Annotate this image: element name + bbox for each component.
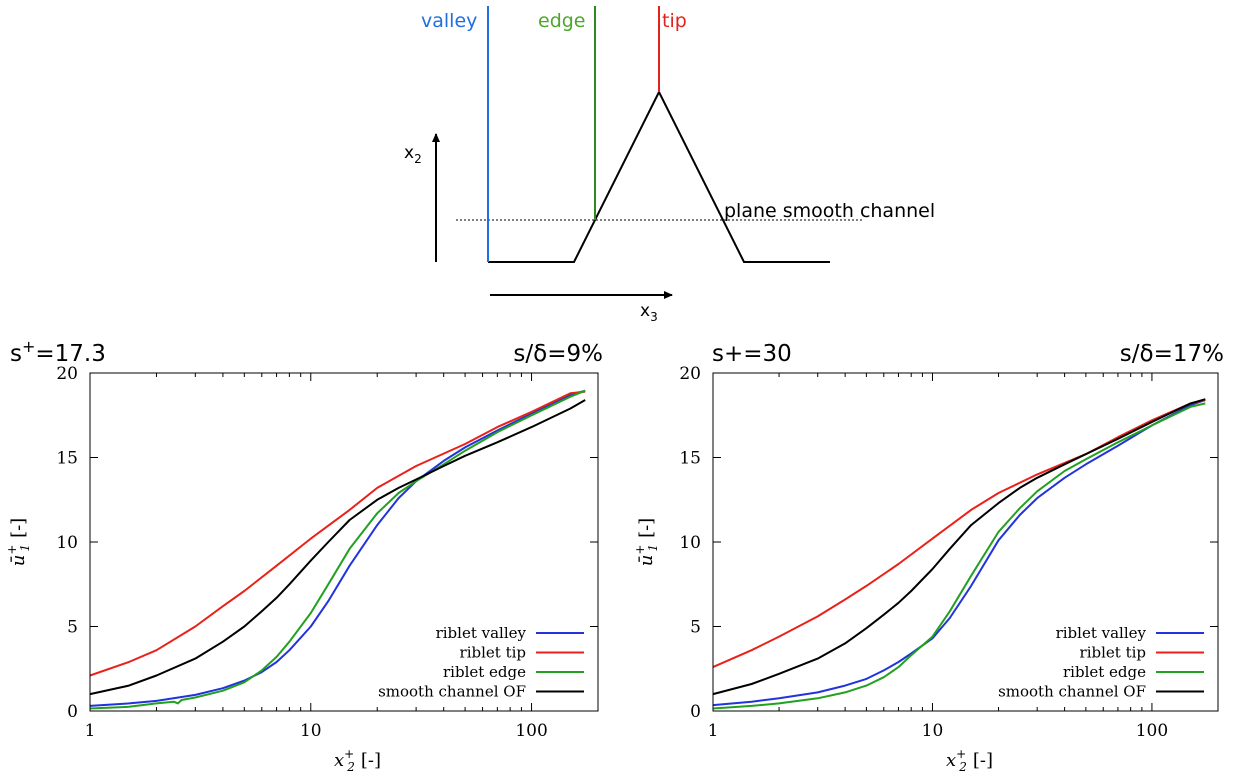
- legend-label: riblet valley: [436, 624, 527, 642]
- chart-left-frame: [89, 372, 599, 712]
- y-tick-label: 10: [679, 533, 701, 553]
- chart-right-ylabel: ū+1[-]: [633, 518, 660, 566]
- y-tick-label: 20: [56, 364, 78, 384]
- x-tick-label: 10: [300, 721, 322, 741]
- legend-label: riblet edge: [443, 663, 526, 681]
- y-tick-label: 0: [67, 702, 78, 722]
- x-tick-label: 1: [708, 721, 719, 741]
- chart-left-ylabel: ū+1[-]: [5, 518, 32, 566]
- chart-left-series-lines: [89, 389, 586, 710]
- chart-right: s+=30 s/δ=17% 0 5 10 15 20 1 10 100 riblet vall…: [633, 341, 1224, 774]
- chart-right-title-right: s/δ=17%: [1120, 341, 1224, 367]
- y-tick-label: 0: [690, 702, 701, 722]
- chart-right-xlabel: x+ 2 [-]: [946, 747, 993, 774]
- y-tick-label: 15: [56, 449, 78, 469]
- riblet-profile: [488, 89, 830, 263]
- valley-label: valley: [421, 10, 477, 32]
- x2-axis-label: x2: [404, 143, 422, 166]
- y-tick-label: 20: [679, 364, 701, 384]
- legend-label: riblet tip: [1080, 644, 1146, 662]
- series-line-riblet-valley: [89, 389, 586, 707]
- edge-label: edge: [538, 10, 586, 32]
- series-line-smooth-channel-of: [712, 398, 1206, 696]
- series-line-riblet-tip: [89, 390, 586, 677]
- x-tick-label: 100: [515, 721, 547, 741]
- x-tick-label: 10: [922, 721, 944, 741]
- chart-left-xlabel: x+ 2 [-]: [334, 747, 381, 774]
- x-tick-label: 1: [85, 721, 96, 741]
- plane-smooth-channel-label: plane smooth channel: [724, 200, 935, 222]
- legend-label: riblet edge: [1063, 663, 1146, 681]
- series-line-riblet-edge: [89, 389, 586, 710]
- series-line-riblet-edge: [712, 402, 1206, 710]
- chart-right-ticks: 0 5 10 15 20 1 10 100: [679, 364, 1219, 741]
- x3-axis-label: x3: [640, 301, 658, 324]
- y-tick-label: 15: [679, 449, 701, 469]
- chart-left-ticks: 0 5 10 15 20 1 10 100: [56, 364, 599, 741]
- chart-right-series-lines: [712, 398, 1206, 710]
- y-tick-label: 5: [690, 618, 701, 638]
- series-line-smooth-channel-of: [89, 399, 586, 696]
- legend-label: riblet tip: [460, 644, 526, 662]
- chart-left-title-left: s+=17.3: [10, 337, 106, 367]
- x-tick-label: 100: [1136, 721, 1168, 741]
- chart-right-title-left: s+=30: [712, 341, 792, 367]
- y-tick-label: 5: [67, 618, 78, 638]
- series-line-riblet-valley: [712, 399, 1206, 707]
- chart-right-frame: [712, 372, 1219, 712]
- tip-label: tip: [662, 10, 687, 32]
- chart-left: s+=17.3 s/δ=9% 0 5 10 15 20 1 10 100 riblet val…: [5, 337, 603, 774]
- legend-label: riblet valley: [1056, 624, 1147, 642]
- y-tick-label: 10: [56, 533, 78, 553]
- series-line-riblet-tip: [712, 399, 1206, 669]
- legend-label: smooth channel OF: [378, 683, 526, 701]
- chart-left-title-right: s/δ=9%: [513, 341, 603, 367]
- legend-label: smooth channel OF: [998, 683, 1146, 701]
- riblet-schematic: x2 x3 plane smooth channel valley edge t…: [404, 6, 935, 324]
